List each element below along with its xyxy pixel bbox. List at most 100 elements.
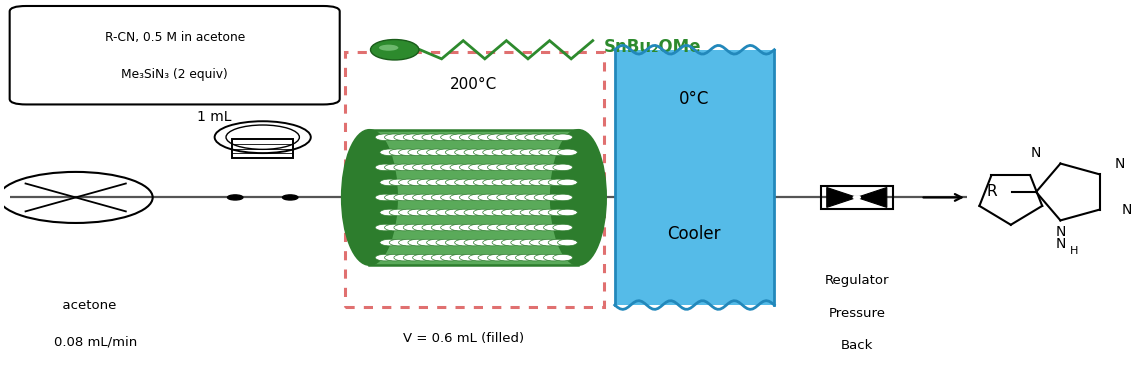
Circle shape	[460, 254, 479, 261]
Circle shape	[506, 164, 526, 170]
Circle shape	[543, 164, 564, 170]
Circle shape	[398, 209, 419, 216]
Circle shape	[558, 239, 577, 246]
Text: N: N	[1122, 203, 1132, 217]
Circle shape	[455, 179, 474, 186]
Circle shape	[534, 194, 554, 201]
Circle shape	[469, 134, 489, 141]
Circle shape	[515, 254, 535, 261]
Text: acetone: acetone	[53, 299, 117, 312]
Circle shape	[394, 164, 413, 170]
Circle shape	[469, 254, 489, 261]
Circle shape	[228, 195, 243, 200]
Circle shape	[398, 179, 419, 186]
Circle shape	[436, 239, 456, 246]
Polygon shape	[857, 188, 886, 207]
Circle shape	[464, 149, 483, 156]
Circle shape	[552, 254, 573, 261]
Bar	[345, 51, 603, 307]
Circle shape	[403, 254, 423, 261]
Circle shape	[482, 209, 503, 216]
Text: Me₃SiN₃ (2 equiv): Me₃SiN₃ (2 equiv)	[121, 68, 228, 81]
Ellipse shape	[379, 45, 398, 51]
Circle shape	[380, 149, 400, 156]
Circle shape	[408, 239, 428, 246]
Circle shape	[422, 134, 441, 141]
Circle shape	[389, 239, 409, 246]
Circle shape	[473, 179, 494, 186]
Ellipse shape	[370, 40, 419, 60]
Circle shape	[431, 224, 452, 231]
Circle shape	[385, 224, 404, 231]
Circle shape	[854, 196, 860, 199]
Circle shape	[445, 179, 465, 186]
Circle shape	[394, 194, 413, 201]
Circle shape	[478, 164, 498, 170]
Circle shape	[552, 194, 573, 201]
Circle shape	[440, 254, 461, 261]
Bar	[369, 130, 578, 265]
Text: N: N	[1055, 237, 1065, 251]
Text: Back: Back	[841, 339, 873, 352]
Text: SnBu₂OMe: SnBu₂OMe	[603, 38, 701, 56]
Circle shape	[558, 149, 577, 156]
Circle shape	[501, 179, 521, 186]
Circle shape	[385, 164, 404, 170]
Circle shape	[385, 194, 404, 201]
Circle shape	[389, 149, 409, 156]
Circle shape	[511, 239, 531, 246]
Circle shape	[380, 239, 400, 246]
Circle shape	[552, 224, 573, 231]
Circle shape	[375, 134, 395, 141]
Bar	[615, 50, 774, 305]
Circle shape	[488, 224, 507, 231]
Circle shape	[548, 209, 568, 216]
Circle shape	[478, 134, 498, 141]
Circle shape	[478, 254, 498, 261]
Circle shape	[412, 194, 432, 201]
Circle shape	[422, 254, 441, 261]
Circle shape	[501, 149, 521, 156]
Text: 0.08 mL/min: 0.08 mL/min	[53, 336, 137, 349]
Circle shape	[440, 224, 461, 231]
Circle shape	[436, 209, 456, 216]
Text: Cooler: Cooler	[667, 225, 721, 243]
Circle shape	[548, 179, 568, 186]
Circle shape	[525, 134, 544, 141]
Circle shape	[515, 194, 535, 201]
Text: 1 mL: 1 mL	[197, 110, 231, 124]
Circle shape	[469, 194, 489, 201]
Circle shape	[482, 149, 503, 156]
Circle shape	[506, 224, 526, 231]
Circle shape	[460, 194, 479, 201]
Circle shape	[422, 194, 441, 201]
Circle shape	[506, 134, 526, 141]
Circle shape	[548, 239, 568, 246]
Text: Regulator: Regulator	[824, 274, 889, 287]
Circle shape	[534, 254, 554, 261]
Circle shape	[427, 179, 446, 186]
Circle shape	[478, 224, 498, 231]
Circle shape	[539, 209, 559, 216]
Circle shape	[403, 224, 423, 231]
Circle shape	[511, 149, 531, 156]
Circle shape	[445, 239, 465, 246]
Circle shape	[440, 194, 461, 201]
Circle shape	[501, 239, 521, 246]
Text: N: N	[1114, 157, 1125, 171]
Circle shape	[389, 209, 409, 216]
Circle shape	[451, 254, 470, 261]
Circle shape	[552, 134, 573, 141]
Circle shape	[497, 254, 516, 261]
Circle shape	[385, 134, 404, 141]
Circle shape	[492, 179, 512, 186]
Circle shape	[501, 209, 521, 216]
Circle shape	[543, 194, 564, 201]
Text: H: H	[1070, 247, 1078, 256]
Circle shape	[464, 179, 483, 186]
Circle shape	[530, 209, 549, 216]
Circle shape	[451, 164, 470, 170]
Circle shape	[488, 194, 507, 201]
Circle shape	[482, 239, 503, 246]
Circle shape	[473, 209, 494, 216]
